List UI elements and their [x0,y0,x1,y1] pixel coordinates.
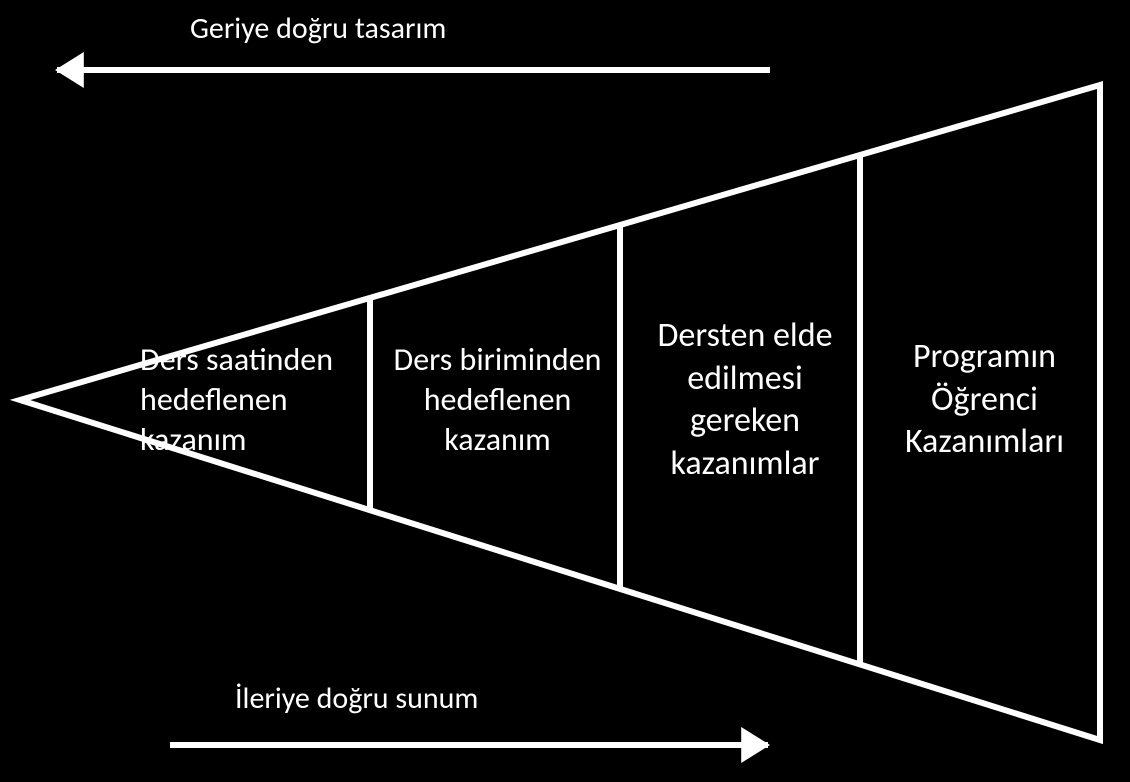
segment-programin: Programın Öğrenci Kazanımları [862,220,1107,580]
segment-ders-biriminden: Ders biriminden hedeflenen kazanım [375,250,620,550]
bottom-arrow [170,727,770,763]
segment-dersten-elde: Dersten elde edilmesi gereken kazanımlar [635,200,855,600]
segment-ders-saatinden: Ders saatinden hedeflenen kazanım [140,270,370,530]
top-arrow-label: Geriye doğru tasarım [190,10,446,47]
top-arrow [55,52,770,88]
bottom-arrow-label: İleriye doğru sunum [235,680,478,717]
